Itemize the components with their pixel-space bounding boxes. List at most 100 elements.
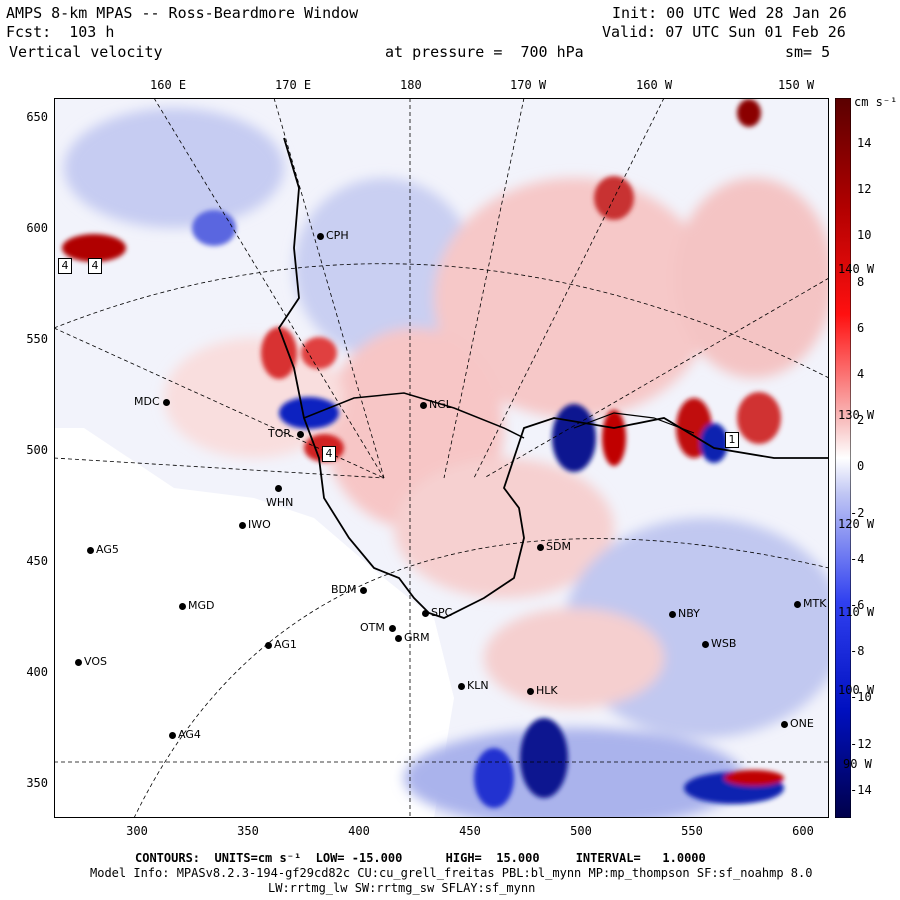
missing-data-region — [54, 428, 454, 818]
y-tick-450: 450 — [26, 554, 48, 568]
valid-time: Valid: 07 UTC Sun 01 Feb 26 — [602, 23, 846, 41]
station-dot-iwo — [239, 522, 246, 529]
coastline — [277, 137, 829, 619]
y-tick-400: 400 — [26, 665, 48, 679]
colorbar-label: 2 — [857, 413, 865, 428]
station-dot-spc — [422, 610, 429, 617]
forecast-hour: Fcst: 103 h — [6, 23, 115, 41]
station-dot-mgd — [179, 603, 186, 610]
station-dot-one — [781, 721, 788, 728]
y-tick-350: 350 — [26, 776, 48, 790]
station-dot-otm — [389, 625, 396, 632]
station-dot-tor — [297, 431, 304, 438]
colorbar-label: 6 — [857, 320, 865, 335]
colorbar-label: -8 — [850, 644, 865, 659]
station-dot-cph — [317, 233, 324, 240]
boxed-marker-3: 4 — [322, 446, 336, 462]
vertical-velocity-map — [54, 98, 829, 818]
station-dot-bdm — [360, 587, 367, 594]
station-label-bdm: BDM — [331, 583, 357, 596]
colorbar-label: 0 — [857, 459, 865, 474]
strong-cells — [62, 99, 784, 808]
colorbar-label: -6 — [850, 598, 865, 612]
colorbar-label: -14 — [850, 782, 872, 797]
lon-label-140w: 140 W — [838, 262, 875, 276]
lon-label-170w: 170 W — [510, 78, 547, 92]
lon-label-110w: 110 W — [838, 605, 875, 619]
station-dot-vos — [75, 659, 82, 666]
colorbar-label: 8 — [857, 274, 865, 289]
station-label-tor: TOR — [268, 427, 292, 440]
physics-info: LW:rrtmg_lw SW:rrtmg_sw SFLAY:sf_mynn — [268, 881, 536, 895]
station-label-ag5: AG5 — [96, 543, 119, 556]
lon-label-100w: 100 W — [838, 683, 875, 697]
station-label-ag1: AG1 — [274, 638, 297, 651]
station-label-sdm: SDM — [546, 540, 571, 553]
station-label-otm: OTM — [360, 621, 385, 634]
station-dot-sdm — [537, 544, 544, 551]
station-dot-nby — [669, 611, 676, 618]
pressure-level: at pressure = 700 hPa — [385, 43, 584, 61]
station-dot-mtk — [794, 601, 801, 608]
colorbar-label: 4 — [857, 367, 865, 381]
contour-info: CONTOURS: UNITS=cm s⁻¹ LOW= -15.000 HIGH… — [135, 851, 706, 865]
colorbar-label: 12 — [857, 182, 872, 197]
colorbar-label: -2 — [850, 505, 865, 520]
station-label-whn: WHN — [266, 496, 294, 509]
field-name: Vertical velocity — [9, 43, 163, 61]
x-tick-550: 550 — [681, 824, 703, 838]
colorbar-label: -4 — [850, 551, 865, 566]
boxed-marker-1: 4 — [58, 258, 72, 274]
lon-label-160e: 160 E — [150, 78, 187, 92]
station-label-kln: KLN — [467, 679, 489, 692]
x-tick-500: 500 — [570, 824, 592, 838]
ice-shelf-edge — [303, 392, 525, 439]
boxed-marker-4: 1 — [725, 432, 739, 448]
station-label-ngl: NGL — [429, 398, 452, 411]
map-frame — [54, 98, 829, 818]
x-tick-400: 400 — [348, 824, 370, 838]
y-tick-600: 600 — [26, 221, 48, 235]
coastline-east — [573, 412, 695, 434]
lon-label-130w: 130 W — [838, 408, 875, 422]
y-tick-650: 650 — [26, 110, 48, 124]
station-dot-ngl — [420, 402, 427, 409]
lon-label-90w: 90 W — [843, 757, 872, 771]
station-label-wsb: WSB — [711, 637, 737, 650]
x-tick-300: 300 — [126, 824, 148, 838]
map-title: AMPS 8-km MPAS -- Ross-Beardmore Window — [6, 4, 359, 22]
station-dot-grm — [395, 635, 402, 642]
station-label-mgd: MGD — [188, 599, 215, 612]
model-info: Model Info: MPASv8.2.3-194-gf29cd82c CU:… — [90, 866, 813, 880]
station-label-spc: SPC — [431, 606, 453, 619]
colorbar-label: 10 — [857, 228, 872, 243]
station-dot-mdc — [163, 399, 170, 406]
station-label-iwo: IWO — [248, 518, 271, 531]
station-label-mtk: MTK — [803, 597, 827, 610]
station-label-nby: NBY — [678, 607, 700, 620]
x-tick-600: 600 — [792, 824, 814, 838]
station-label-one: ONE — [790, 717, 814, 730]
colorbar — [835, 98, 851, 818]
colorbar-label: 14 — [857, 136, 872, 150]
station-label-grm: GRM — [404, 631, 430, 644]
station-dot-ag4 — [169, 732, 176, 739]
station-label-hlk: HLK — [536, 684, 558, 697]
station-label-ag4: AG4 — [178, 728, 201, 741]
lon-label-160w: 160 W — [636, 78, 673, 92]
lon-label-180: 180 — [400, 78, 422, 92]
lon-label-120w: 120 W — [838, 517, 875, 531]
x-tick-350: 350 — [237, 824, 259, 838]
station-label-cph: CPH — [326, 229, 349, 242]
station-dot-ag1 — [265, 642, 272, 649]
y-tick-500: 500 — [26, 443, 48, 457]
lon-label-170e: 170 E — [275, 78, 312, 92]
station-label-mdc: MDC — [134, 395, 160, 408]
colorbar-label: -10 — [850, 690, 872, 705]
x-tick-450: 450 — [459, 824, 481, 838]
station-dot-hlk — [527, 688, 534, 695]
colorbar-label: -12 — [850, 736, 872, 751]
smoothing: sm= 5 — [785, 43, 831, 61]
colorbar-units: cm s⁻¹ — [854, 95, 898, 109]
boxed-marker-2: 4 — [88, 258, 102, 274]
